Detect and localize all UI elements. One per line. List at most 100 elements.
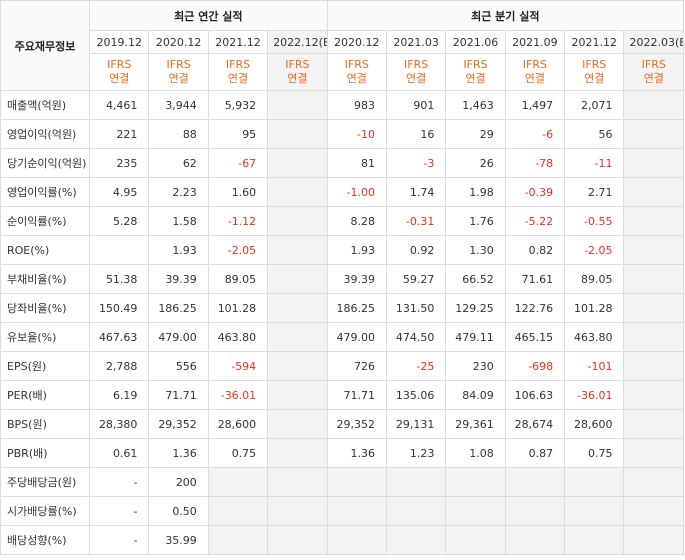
period-header: 2021.06 [445, 30, 506, 54]
metric-value [267, 293, 328, 323]
metric-value: 556 [148, 351, 209, 381]
metric-value [445, 467, 506, 497]
metric-value: - [89, 467, 150, 497]
metric-label: 주당배당금(원) [0, 467, 91, 497]
metric-value: 463.80 [207, 322, 269, 352]
metric-value: 1.76 [445, 206, 506, 236]
metric-value: -594 [207, 351, 269, 381]
row-header-label: 주요재무정보 [0, 0, 91, 91]
metric-value: 1.08 [445, 438, 506, 468]
period-header: 2021.12 [564, 30, 625, 54]
table-row: 부채비율(%) 51.38 39.39 89.05 39.39 59.27 66.52 71.… [0, 264, 684, 294]
metric-value: 8.28 [326, 206, 387, 236]
metric-value: 200 [148, 467, 209, 497]
table-row: PER(배) 6.19 71.71 -36.01 71.71 135.06 84.09 106… [0, 380, 684, 410]
metric-value: 3,944 [148, 90, 209, 120]
table-row: 주당배당금(원) -200 [0, 467, 684, 497]
metric-label: EPS(원) [0, 351, 91, 381]
metric-value: 901 [385, 90, 447, 120]
metric-value [267, 525, 328, 555]
metric-value: 0.61 [89, 438, 150, 468]
metric-value: -25 [385, 351, 447, 381]
metric-value [623, 235, 684, 265]
metric-label: PER(배) [0, 380, 91, 410]
metric-value: 28,600 [207, 409, 269, 439]
metric-value [623, 206, 684, 236]
metric-value: -698 [504, 351, 566, 381]
metric-value: 28,380 [89, 409, 150, 439]
metric-value: -10 [326, 119, 387, 149]
metric-value: 95 [207, 119, 269, 149]
table-row: 매출액(억원) 4,461 3,944 5,932 983 901 1,463 1,497 2,… [0, 90, 684, 120]
metric-value: -2.05 [207, 235, 269, 265]
metric-value [326, 496, 387, 526]
standard-consolidated: 연결 [227, 72, 249, 85]
standard-ifrs: IFRS [107, 58, 132, 71]
metric-value: 101.28 [564, 293, 625, 323]
metric-value: 2,788 [89, 351, 150, 381]
metric-value: -11 [564, 148, 625, 178]
accounting-standard: IFRS 연결 [445, 53, 506, 91]
table-row: 순이익률(%) 5.28 1.58 -1.12 8.28 -0.31 1.76 -5.22 -0… [0, 206, 684, 236]
metric-value: 235 [89, 148, 150, 178]
table-row: 유보율(%) 467.63 479.00 463.80 479.00 474.50 479.… [0, 322, 684, 352]
metric-value: 62 [148, 148, 209, 178]
metric-label: 유보율(%) [0, 322, 91, 352]
metric-value: - [89, 525, 150, 555]
standard-ifrs: IFRS [582, 58, 607, 71]
metric-value [385, 525, 447, 555]
period-header: 2020.12 [148, 30, 209, 54]
period-header: 2021.12 [207, 30, 269, 54]
metric-value: 59.27 [385, 264, 447, 294]
metric-value [623, 438, 684, 468]
metric-label: 당기순이익(억원) [0, 148, 91, 178]
metric-value: -1.12 [207, 206, 269, 236]
metric-value: 1.93 [148, 235, 209, 265]
metric-value: 726 [326, 351, 387, 381]
metric-value: 4.95 [89, 177, 150, 207]
metric-value: 1.98 [445, 177, 506, 207]
table-row: 배당성향(%) -35.99 [0, 525, 684, 555]
period-header: 2021.09 [504, 30, 566, 54]
standard-consolidated: 연결 [346, 72, 367, 85]
metric-value: - [89, 496, 150, 526]
metric-value: 2.71 [564, 177, 625, 207]
metric-value [326, 467, 387, 497]
metric-value: 467.63 [89, 322, 150, 352]
metric-value: 39.39 [148, 264, 209, 294]
metric-value: 101.28 [207, 293, 269, 323]
metric-value: 51.38 [89, 264, 150, 294]
metric-label: ROE(%) [0, 235, 91, 265]
table-row: 당좌비율(%) 150.49 186.25 101.28 186.25 131.50 129… [0, 293, 684, 323]
metric-value: 1.30 [445, 235, 506, 265]
metric-value [267, 206, 328, 236]
metric-value: -6 [504, 119, 566, 149]
metric-value: 135.06 [385, 380, 447, 410]
metric-value: 0.87 [504, 438, 566, 468]
metric-value: 0.75 [207, 438, 269, 468]
standard-ifrs: IFRS [344, 58, 369, 71]
metric-value: 2.23 [148, 177, 209, 207]
metric-label: 매출액(억원) [0, 90, 91, 120]
metric-value: 1.74 [385, 177, 447, 207]
metric-value: 4,461 [89, 90, 150, 120]
accounting-standard: IFRS 연결 [89, 53, 150, 91]
metric-value: 479.00 [148, 322, 209, 352]
metric-value: 29,131 [385, 409, 447, 439]
metric-value [623, 467, 684, 497]
metric-value: 88 [148, 119, 209, 149]
metric-value [267, 467, 328, 497]
metric-value [267, 438, 328, 468]
metric-value: 1.23 [385, 438, 447, 468]
metric-value: 1.36 [326, 438, 387, 468]
metric-label: 배당성향(%) [0, 525, 91, 555]
metric-value: 5.28 [89, 206, 150, 236]
metric-value: 129.25 [445, 293, 506, 323]
table-row: BPS(원) 28,380 29,352 28,600 29,352 29,131 29,3… [0, 409, 684, 439]
metric-value [623, 119, 684, 149]
metric-value: 131.50 [385, 293, 447, 323]
metric-value: 1.93 [326, 235, 387, 265]
standard-consolidated: 연결 [584, 72, 605, 85]
metric-value: 5,932 [207, 90, 269, 120]
metric-value: 0.82 [504, 235, 566, 265]
